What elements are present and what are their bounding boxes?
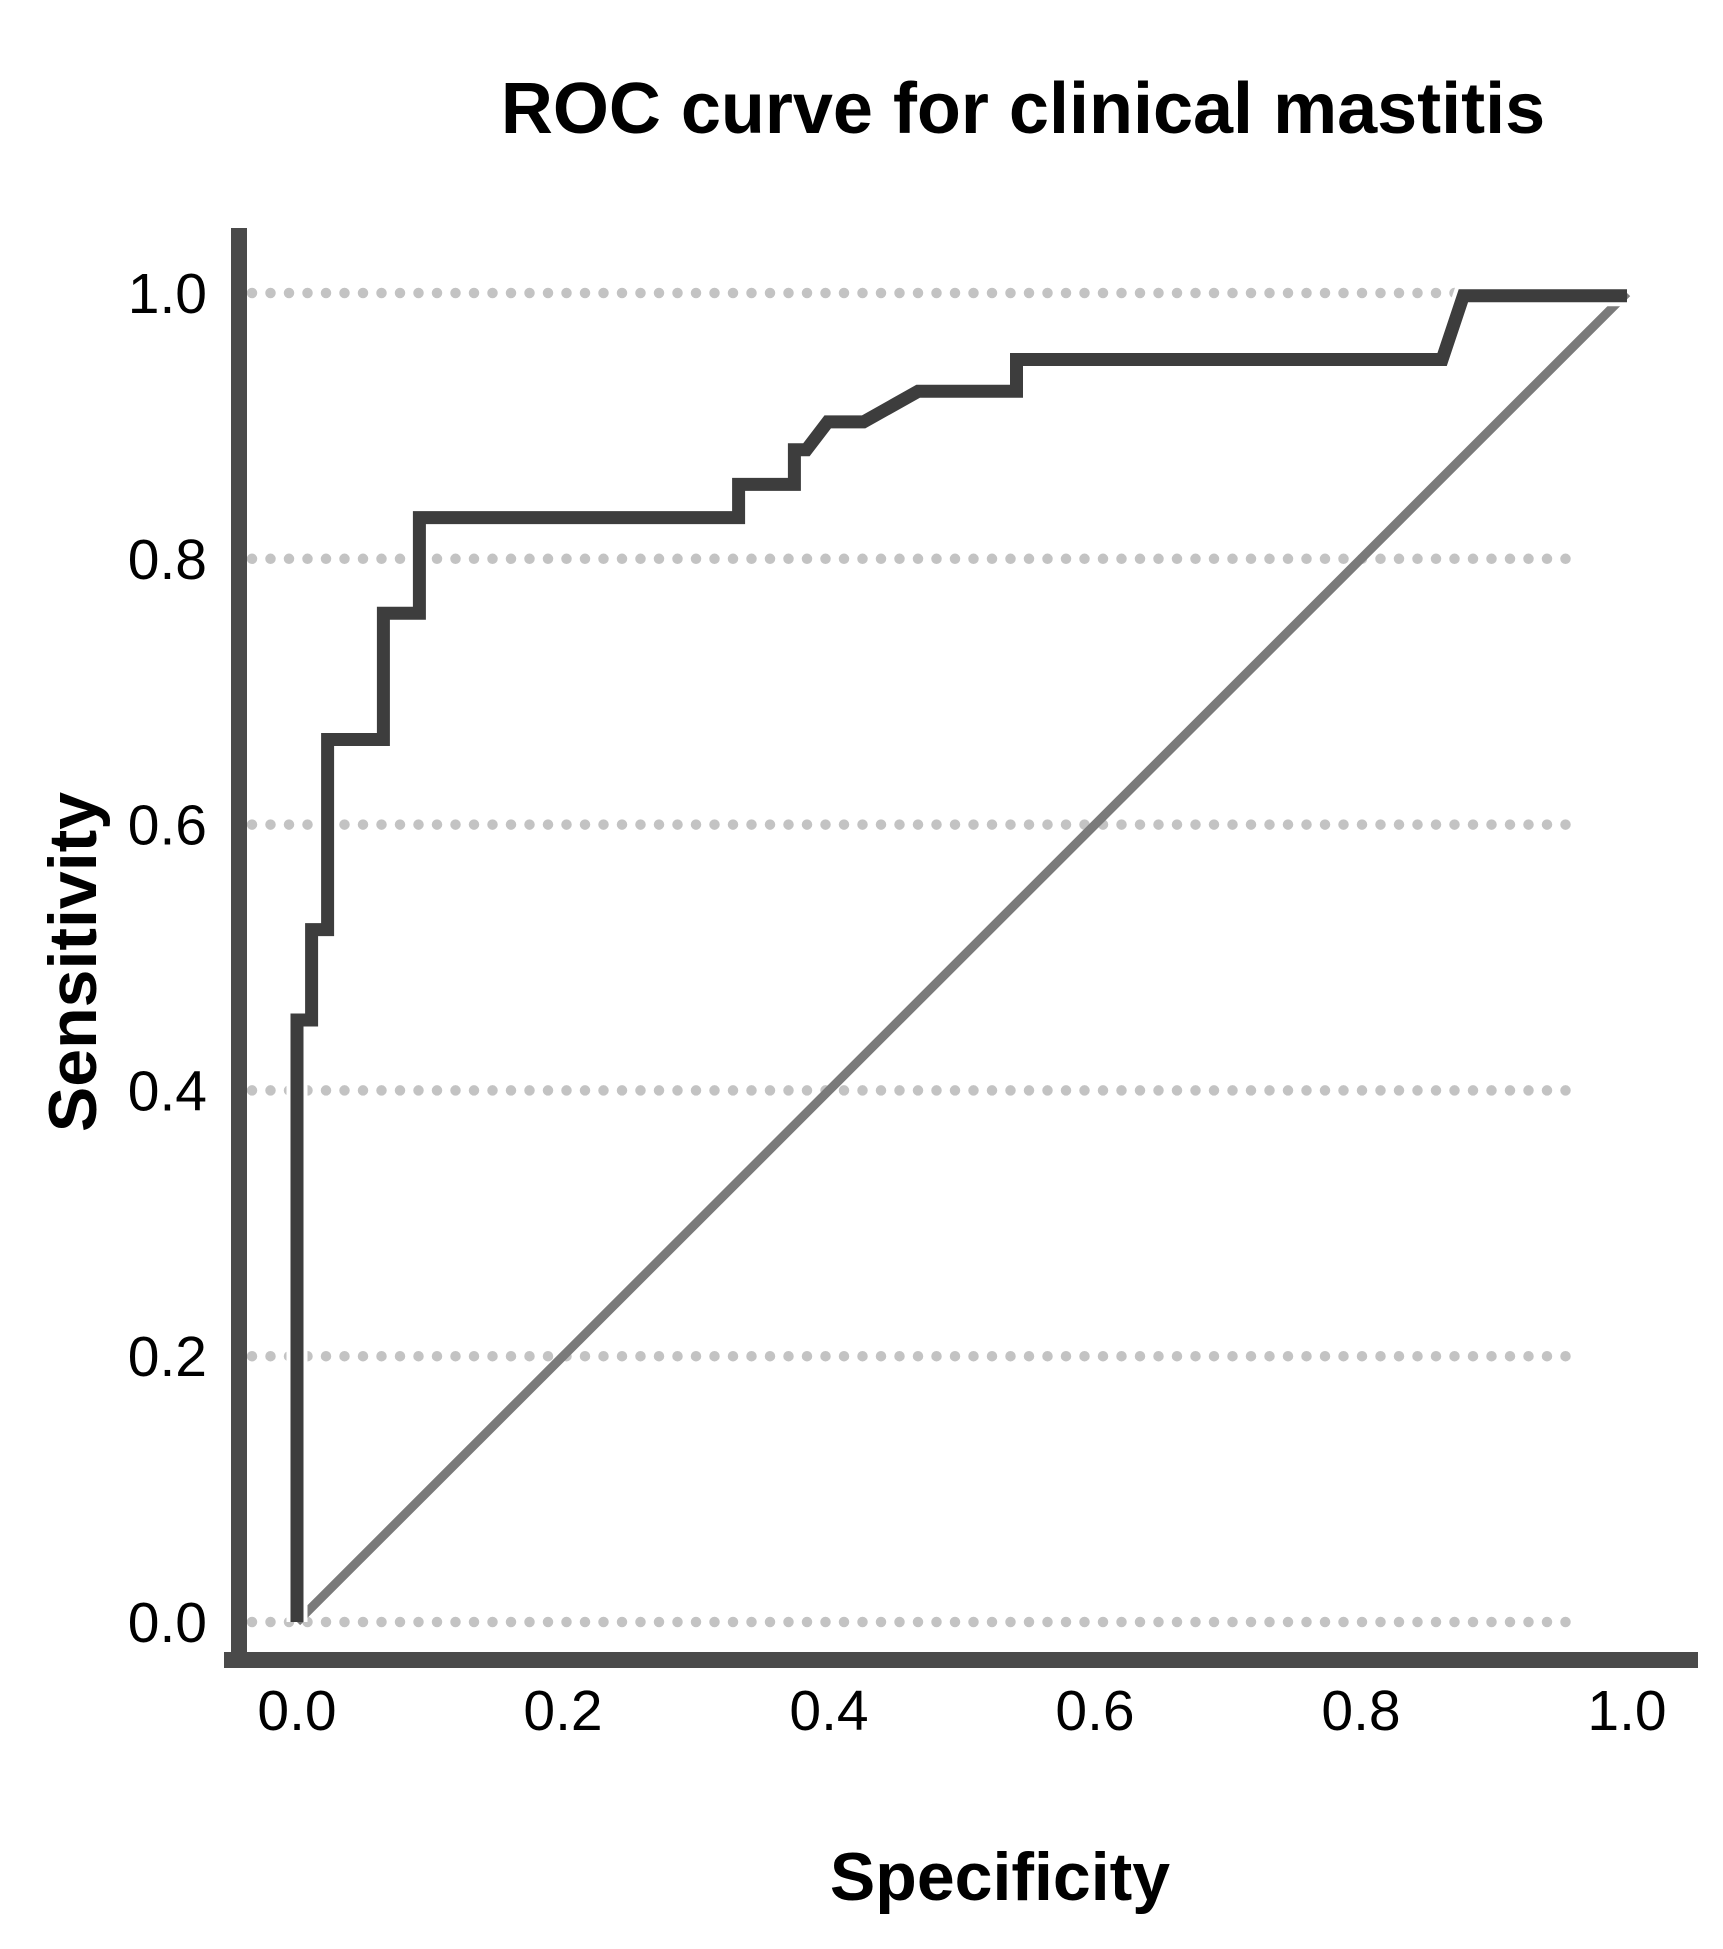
x-tick-label-1.0: 1.0	[1587, 1679, 1666, 1743]
y-tick-label-0.6: 0.6	[128, 794, 207, 858]
y-axis-line	[231, 228, 247, 1668]
y-tick-label-0.0: 0.0	[128, 1591, 207, 1655]
x-tick-label-0.4: 0.4	[789, 1679, 868, 1743]
chart-title: ROC curve for clinical mastitis	[500, 69, 1546, 149]
x-tick-label-0.6: 0.6	[1055, 1679, 1134, 1743]
x-tick-label-0.2: 0.2	[523, 1679, 602, 1743]
x-tick-label-0.8: 0.8	[1321, 1679, 1400, 1743]
x-axis-title: Specificity	[829, 1839, 1171, 1915]
y-tick-label-0.2: 0.2	[128, 1325, 207, 1389]
x-axis-line	[224, 1652, 1698, 1668]
reference-diagonal-line	[293, 289, 1631, 1626]
y-tick-label-1.0: 1.0	[128, 262, 207, 326]
x-tick-label-0.0: 0.0	[257, 1679, 336, 1743]
roc-curve-line	[290, 289, 1627, 1622]
y-tick-label-0.4: 0.4	[128, 1059, 207, 1123]
y-tick-label-0.8: 0.8	[128, 528, 207, 592]
